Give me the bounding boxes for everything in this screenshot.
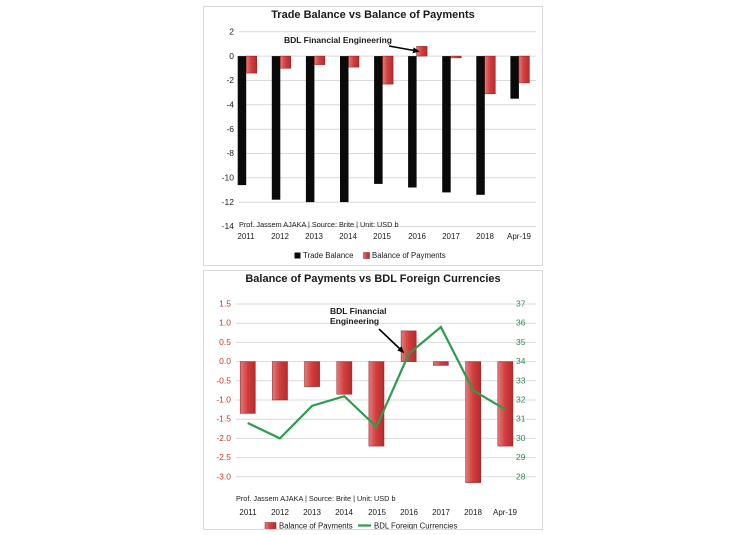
svg-text:2018: 2018 bbox=[464, 508, 482, 517]
svg-text:2013: 2013 bbox=[303, 508, 321, 517]
svg-text:Trade Balance: Trade Balance bbox=[303, 251, 353, 260]
svg-text:Balance of Payments: Balance of Payments bbox=[372, 251, 446, 260]
svg-text:2: 2 bbox=[229, 27, 234, 37]
svg-text:37: 37 bbox=[516, 299, 526, 309]
svg-text:-12: -12 bbox=[222, 197, 235, 207]
svg-text:Balance of Payments: Balance of Payments bbox=[279, 522, 353, 530]
svg-text:35: 35 bbox=[516, 337, 526, 347]
svg-text:Apr-19: Apr-19 bbox=[507, 232, 532, 241]
svg-text:-8: -8 bbox=[226, 148, 234, 158]
svg-text:BDL Financial: BDL Financial bbox=[330, 306, 387, 316]
svg-text:-0.5: -0.5 bbox=[216, 375, 231, 385]
svg-text:0.0: 0.0 bbox=[219, 356, 231, 366]
svg-text:30: 30 bbox=[516, 433, 526, 443]
svg-text:-4: -4 bbox=[226, 100, 234, 110]
svg-text:2014: 2014 bbox=[335, 508, 353, 517]
svg-text:-2.5: -2.5 bbox=[216, 452, 231, 462]
svg-text:36: 36 bbox=[516, 318, 526, 328]
svg-text:-10: -10 bbox=[222, 173, 235, 183]
svg-text:BDL Financial Engineering: BDL Financial Engineering bbox=[284, 35, 392, 45]
svg-text:29: 29 bbox=[516, 452, 526, 462]
svg-text:2013: 2013 bbox=[305, 232, 323, 241]
svg-text:Prof. Jassem AJAKA | Source: B: Prof. Jassem AJAKA | Source: Brite | Uni… bbox=[239, 220, 399, 229]
svg-text:2015: 2015 bbox=[373, 232, 391, 241]
svg-text:BDL Foreign Currencies: BDL Foreign Currencies bbox=[374, 522, 457, 530]
svg-text:2012: 2012 bbox=[271, 232, 289, 241]
svg-text:2017: 2017 bbox=[442, 232, 460, 241]
svg-text:2011: 2011 bbox=[239, 508, 257, 517]
svg-text:0.5: 0.5 bbox=[219, 337, 231, 347]
svg-text:2012: 2012 bbox=[271, 508, 289, 517]
svg-text:2016: 2016 bbox=[400, 508, 418, 517]
svg-text:Apr-19: Apr-19 bbox=[493, 508, 518, 517]
svg-text:2011: 2011 bbox=[237, 232, 255, 241]
svg-text:31: 31 bbox=[516, 414, 526, 424]
svg-text:33: 33 bbox=[516, 375, 526, 385]
svg-text:-2.0: -2.0 bbox=[216, 433, 231, 443]
svg-text:Prof. Jassem AJAKA | Source: B: Prof. Jassem AJAKA | Source: Brite | Uni… bbox=[236, 494, 396, 503]
svg-text:28: 28 bbox=[516, 471, 526, 481]
svg-text:2016: 2016 bbox=[408, 232, 426, 241]
svg-text:1.5: 1.5 bbox=[219, 299, 231, 309]
svg-text:32: 32 bbox=[516, 395, 526, 405]
svg-text:1.0: 1.0 bbox=[219, 318, 231, 328]
svg-text:-1.0: -1.0 bbox=[216, 395, 231, 405]
svg-text:-6: -6 bbox=[226, 124, 234, 134]
svg-text:-3.0: -3.0 bbox=[216, 471, 231, 481]
svg-text:-2: -2 bbox=[226, 75, 234, 85]
svg-text:2015: 2015 bbox=[368, 508, 386, 517]
svg-text:0: 0 bbox=[229, 51, 234, 61]
svg-text:34: 34 bbox=[516, 356, 526, 366]
svg-text:-1.5: -1.5 bbox=[216, 414, 231, 424]
svg-text:-14: -14 bbox=[222, 221, 235, 231]
svg-text:2014: 2014 bbox=[339, 232, 357, 241]
svg-text:2017: 2017 bbox=[432, 508, 450, 517]
svg-text:2018: 2018 bbox=[476, 232, 494, 241]
svg-text:Engineering: Engineering bbox=[330, 316, 379, 326]
